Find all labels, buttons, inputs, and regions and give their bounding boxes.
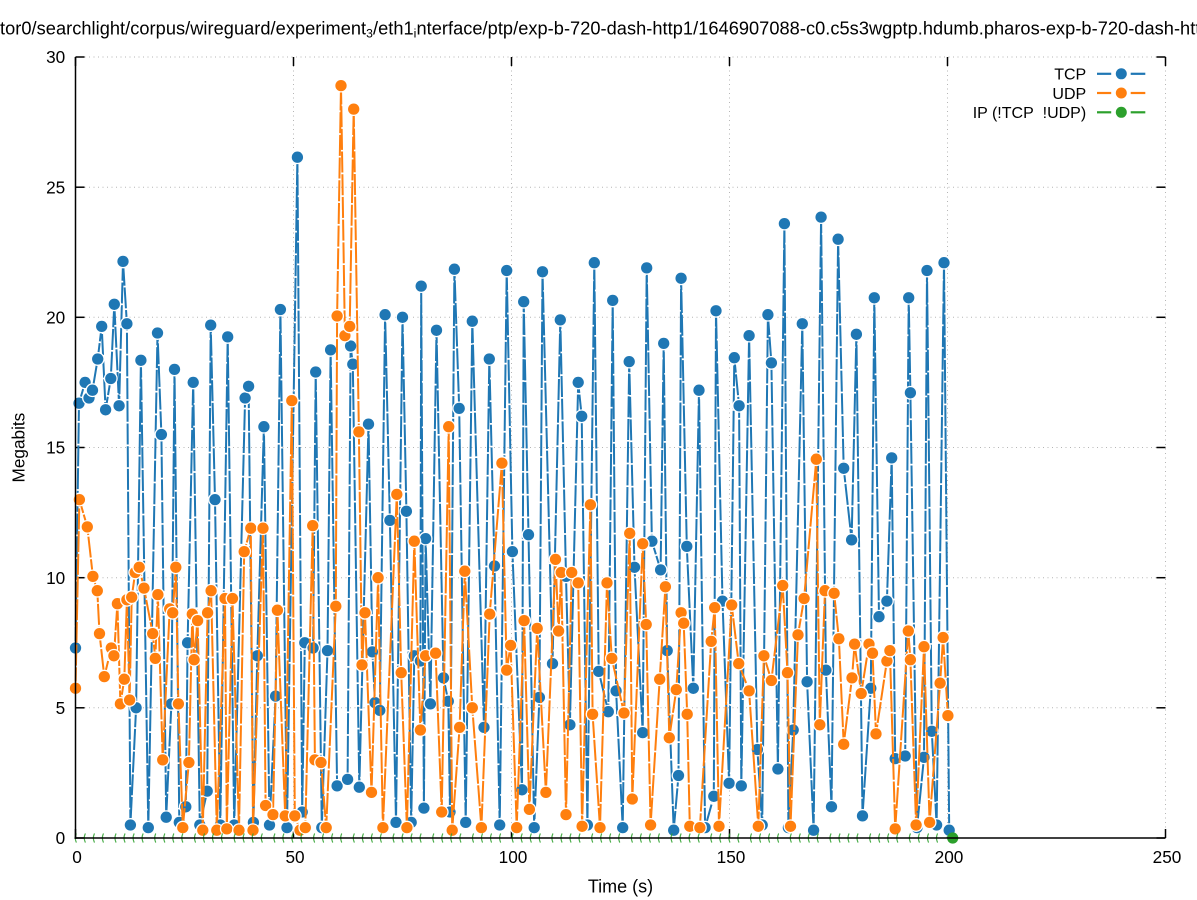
svg-text:15: 15 [46, 438, 65, 458]
svg-text:250: 250 [1153, 847, 1182, 867]
svg-text:150: 150 [717, 847, 746, 867]
svg-text:200: 200 [935, 847, 964, 867]
svg-text:0: 0 [72, 847, 82, 867]
svg-text:UDP: UDP [1052, 86, 1086, 103]
svg-text:20: 20 [46, 308, 65, 328]
svg-text:50: 50 [285, 847, 304, 867]
svg-text:100: 100 [499, 847, 528, 867]
svg-text:Megabits: Megabits [9, 413, 29, 483]
svg-text:30: 30 [46, 47, 65, 67]
svg-text:0: 0 [56, 828, 66, 848]
svg-text:5: 5 [56, 698, 66, 718]
svg-text:10: 10 [46, 568, 65, 588]
svg-text:Time (s): Time (s) [588, 877, 653, 897]
svg-text:25: 25 [46, 177, 65, 197]
svg-text:TCP: TCP [1054, 67, 1086, 84]
svg-text:tor0/searchlight/corpus/wiregu: tor0/searchlight/corpus/wireguard/experi… [0, 19, 1197, 41]
svg-text:IP (!TCP !UDP): IP (!TCP !UDP) [973, 105, 1087, 122]
